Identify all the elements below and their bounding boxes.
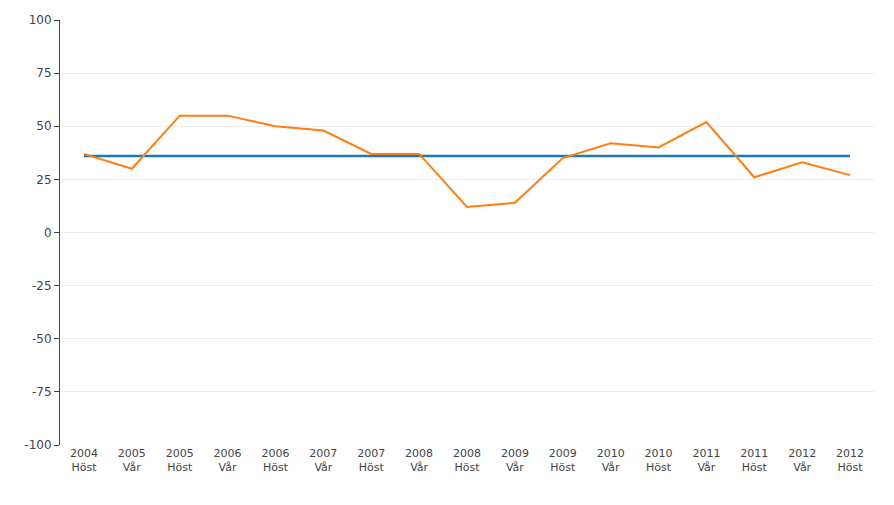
svg-text:2010Höst: 2010Höst: [645, 447, 673, 474]
svg-text:-50: -50: [32, 332, 52, 346]
svg-text:-100: -100: [24, 438, 51, 452]
svg-text:2009Höst: 2009Höst: [549, 447, 577, 474]
svg-text:-75: -75: [32, 385, 52, 399]
svg-text:2004Höst: 2004Höst: [70, 447, 98, 474]
svg-text:2011Höst: 2011Höst: [740, 447, 768, 474]
svg-text:2012Vår: 2012Vår: [788, 447, 816, 474]
svg-text:2006Höst: 2006Höst: [261, 447, 289, 474]
svg-text:2009Vår: 2009Vår: [501, 447, 529, 474]
svg-text:2007Vår: 2007Vår: [309, 447, 337, 474]
svg-text:2005Vår: 2005Vår: [118, 447, 146, 474]
svg-text:2011Vår: 2011Vår: [692, 447, 720, 474]
svg-text:-25: -25: [32, 279, 52, 293]
svg-text:2008Höst: 2008Höst: [453, 447, 481, 474]
svg-text:75: 75: [36, 66, 51, 80]
svg-text:2010Vår: 2010Vår: [597, 447, 625, 474]
svg-text:0: 0: [44, 226, 52, 240]
svg-text:2005Höst: 2005Höst: [166, 447, 194, 474]
svg-text:2012Höst: 2012Höst: [836, 447, 864, 474]
svg-text:50: 50: [36, 119, 51, 133]
svg-text:2007Höst: 2007Höst: [357, 447, 385, 474]
svg-text:2008Vår: 2008Vår: [405, 447, 433, 474]
svg-text:100: 100: [29, 13, 52, 27]
svg-text:25: 25: [36, 173, 51, 187]
svg-text:2006Vår: 2006Vår: [214, 447, 242, 474]
